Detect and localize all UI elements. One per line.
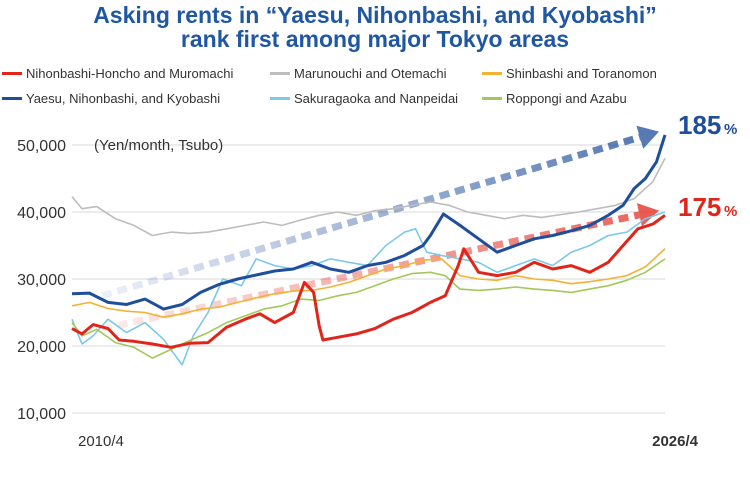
trend-arrows [101,125,659,333]
legend-label: Shinbashi and Toranomon [506,66,657,81]
series-line [71,211,666,366]
legend-item: Marunouchi and Otemachi [270,66,446,81]
legend-swatch [2,97,22,100]
legend-label: Nihonbashi-Honcho and Muromachi [26,66,234,81]
y-tick-label: 10,000 [17,406,66,423]
series-line [71,134,667,311]
y-tick-label: 40,000 [17,205,66,222]
series-line [71,158,666,237]
legend-item: Roppongi and Azabu [482,91,627,106]
legend-swatch [482,97,502,100]
x-tick-label: 2026/4 [652,433,699,450]
gridlines [72,144,665,414]
legend-item: Shinbashi and Toranomon [482,66,657,81]
chart-title-line-2: rank first among major Tokyo areas [180,26,570,52]
legend-swatch [482,72,502,75]
x-tick-label: 2010/4 [78,433,124,450]
legend-item: Yaesu, Nihonbashi, and Kyobashi [2,91,220,106]
growth-label: 175 [678,192,721,222]
series-lines [71,134,667,366]
growth-unit: % [724,121,737,138]
trend-arrow-shaft [101,211,641,333]
growth-unit: % [724,203,737,220]
legend-swatch [270,72,290,75]
growth-label: 185 [678,110,721,140]
legend-item: Nihonbashi-Honcho and Muromachi [2,66,233,81]
y-tick-label: 30,000 [17,272,66,289]
legend-label: Marunouchi and Otemachi [294,66,447,81]
legend-swatch [270,97,290,100]
legend-label: Roppongi and Azabu [506,91,627,106]
y-tick-label: 50,000 [17,138,66,155]
legend-item: Sakuragaoka and Nanpeidai [270,91,458,106]
trend-arrow-shaft [101,133,641,300]
y-axis-unit-label: (Yen/month, Tsubo) [94,137,223,154]
legend-label: Sakuragaoka and Nanpeidai [294,91,459,106]
axis-labels: 10,000 20,000 30,000 40,000 50,000 (Yen/month… [17,110,737,450]
series-line [71,248,666,318]
legend-label: Yaesu, Nihonbashi, and Kyobashi [26,91,221,106]
y-tick-label: 20,000 [17,339,66,356]
trend-arrow-head [636,125,659,149]
legend-swatch [2,72,22,75]
chart-legend: Nihonbashi-Honcho and Muromachi Marunouc… [0,60,750,112]
series-line [71,214,666,349]
series-line [71,258,666,359]
chart-title-line-1: Asking rents in “Yaesu, Nihonbashi, and … [93,2,657,28]
